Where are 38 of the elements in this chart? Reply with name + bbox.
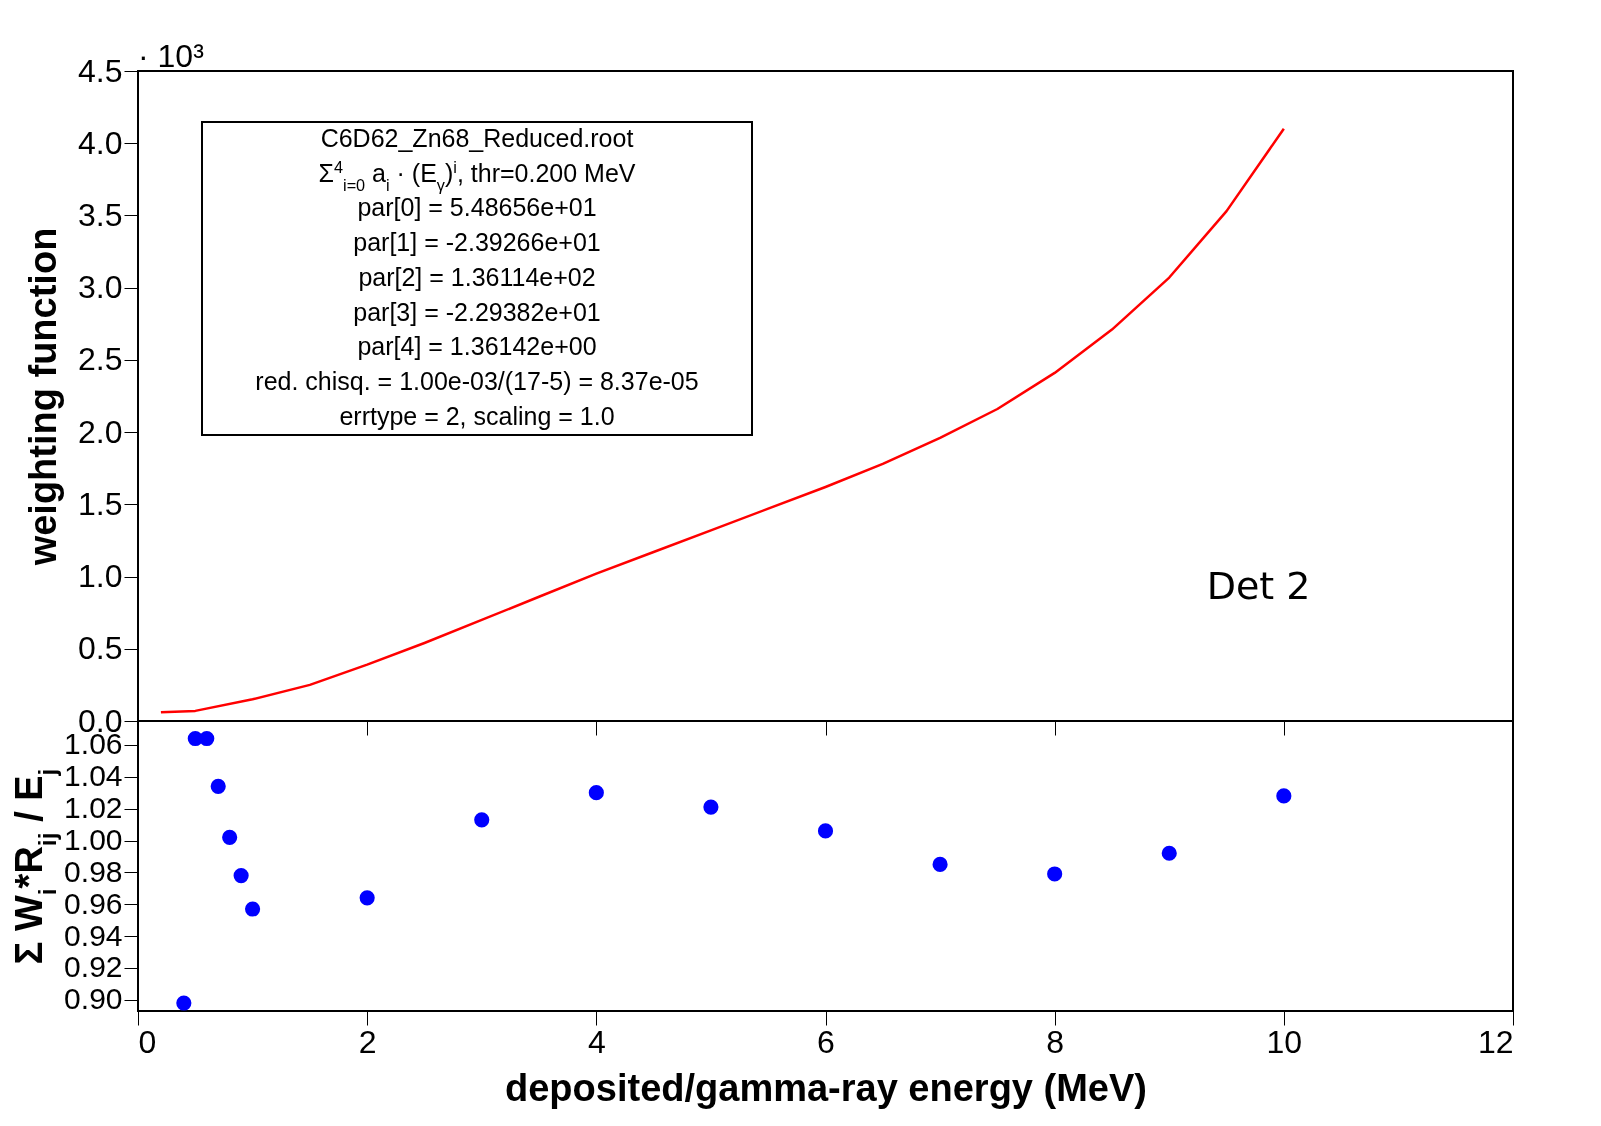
annotation: par[4] = 1.36142e+00	[357, 332, 597, 361]
line-series	[159, 127, 1286, 714]
y-tick-label: 0.92	[64, 950, 123, 984]
y-tick-label: 1.04	[64, 759, 123, 793]
x-tick-label: 4	[587, 1023, 606, 1060]
annotation: Det 2	[1206, 563, 1311, 608]
annotation: par[3] = -2.29382e+01	[353, 297, 601, 326]
annotation: par[2] = 1.36114e+02	[358, 262, 596, 291]
x-tick-label: 6	[817, 1023, 835, 1060]
y-tick-label: 2.0	[78, 413, 123, 450]
x-axis-title: deposited/gamma-ray energy (MeV)	[505, 1066, 1147, 1109]
y-tick-label: 4.5	[78, 52, 123, 89]
x-tick-label: 2	[358, 1023, 377, 1060]
x-tick-label: 12	[1477, 1023, 1514, 1060]
y-tick-label: 1.02	[64, 791, 123, 825]
x-tick-label: 0	[138, 1023, 157, 1060]
annotation: par[1] = -2.39266e+01	[353, 228, 601, 257]
annotation: par[0] = 5.48656e+01	[357, 193, 597, 222]
y-tick-label: 0.90	[64, 982, 123, 1016]
y-axis-title: weighting function	[22, 227, 65, 567]
y-tick-label: 0.5	[78, 630, 123, 667]
y-tick-label: 0.94	[64, 918, 123, 952]
y-tick-label: 1.00	[64, 823, 123, 857]
y-tick-label: 2.5	[78, 341, 123, 378]
y-tick-label: 4.0	[78, 124, 123, 161]
text: Σ$^{4}$$_{i=0}$ a$_{i}$ · (E$_{γ}$)$^{i}$, thr=0.200 MeV	[318, 157, 636, 194]
y-tick-label: 0.98	[64, 854, 123, 888]
y-tick-label: 1.5	[78, 485, 123, 522]
y-tick-label: 0.96	[64, 886, 123, 920]
annotation: C6D62_Zn68_Reduced.root	[320, 124, 634, 152]
x-tick-label: 10	[1266, 1023, 1303, 1060]
annotation: · 10³	[138, 38, 205, 74]
annotation: red. chisq. = 1.00e-03/(17-5) = 8.37e-05	[255, 366, 699, 395]
annotation: errtype = 2, scaling = 1.0	[339, 401, 615, 430]
y-tick-label: 3.0	[78, 269, 123, 306]
y-tick-label: 3.5	[78, 196, 123, 233]
x-tick-label: 8	[1046, 1023, 1065, 1060]
y-tick-label: 1.0	[78, 558, 123, 595]
